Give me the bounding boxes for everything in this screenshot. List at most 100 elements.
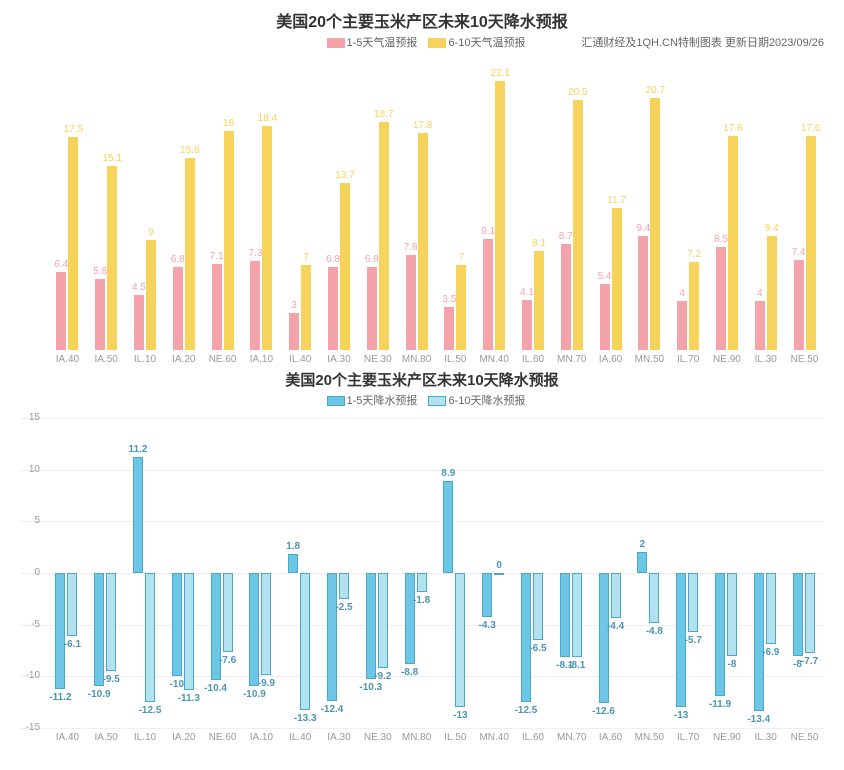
bar-value-label: 15.8	[180, 145, 199, 156]
bar-value-label: 15.1	[102, 153, 121, 164]
x-axis-label: IL.60	[514, 350, 553, 365]
precip-bar-1-5: 2	[637, 552, 647, 573]
temp-bar-1-5: 4	[677, 301, 687, 350]
bar-value-label: 18.7	[374, 109, 393, 120]
gridline	[20, 728, 824, 729]
bar-value-label: 17.8	[413, 120, 432, 131]
bar-group: -10-11.3	[164, 418, 203, 728]
x-axis-label: IL.30	[746, 350, 785, 365]
temp-bar-6-10: 8.1	[534, 251, 544, 350]
bar-value-label: -12.6	[592, 706, 615, 717]
bar-value-label: 7.3	[248, 248, 262, 259]
bar-value-label: -6.9	[762, 647, 779, 658]
bar-group: 8.720.5	[552, 70, 591, 350]
legend-label-2: 6-10天气温预报	[448, 37, 525, 49]
x-axis-label: MN.40	[475, 728, 514, 743]
page: 美国20个主要玉米产区未来10天降水预报 汇通财经及1QH.CN特制图表 更新日…	[0, 0, 844, 770]
precip-bar-6-10: -5.7	[688, 573, 698, 632]
precip-bar-6-10: -9.9	[261, 573, 271, 675]
bar-group: 9.420.7	[630, 70, 669, 350]
y-tick-label: 0	[15, 567, 40, 578]
bar-value-label: -13.3	[294, 713, 317, 724]
bar-group: 7.417.6	[785, 70, 824, 350]
bar-value-label: 7	[459, 252, 465, 263]
temp-bar-6-10: 7	[456, 265, 466, 350]
precip-bar-1-5: -10.9	[249, 573, 259, 686]
precip-bar-6-10: -7.7	[805, 573, 815, 653]
precip-bar-6-10: -8.1	[572, 573, 582, 657]
bar-value-label: -9.9	[258, 678, 275, 689]
bar-value-label: -10.9	[88, 689, 111, 700]
chart1-subtitle: 汇通财经及1QH.CN特制图表 更新日期2023/09/26	[581, 34, 824, 50]
temp-bar-6-10: 18.4	[262, 126, 272, 350]
bar-value-label: -4.3	[479, 620, 496, 631]
bar-value-label: 9.1	[481, 226, 495, 237]
legend-swatch-2	[428, 38, 446, 48]
x-axis-label: MN.50	[630, 350, 669, 365]
bar-value-label: -8.1	[568, 660, 585, 671]
bar-group: -13 -5.7	[669, 418, 708, 728]
x-axis-label: NE.90	[708, 728, 747, 743]
chart2-title: 美国20个主要玉米产区未来10天降水预报	[0, 369, 844, 390]
bar-value-label: 18	[223, 118, 234, 129]
precip-bar-1-5: -8.8	[405, 573, 415, 664]
bar-value-label: -1.8	[413, 595, 430, 606]
bar-value-label: -13	[674, 710, 688, 721]
x-axis-label: IL.10	[126, 350, 165, 365]
y-tick-label: 10	[15, 464, 40, 475]
bar-value-label: 2	[640, 539, 646, 550]
bar-group: 5.411.7	[591, 70, 630, 350]
legend-swatch-3	[327, 396, 345, 406]
chart1-plot: 6.417.55.815.14.596.815.87.1187.318.4376…	[20, 70, 824, 350]
x-axis-label: MN.70	[552, 350, 591, 365]
bar-group: -12.4-2.5	[320, 418, 359, 728]
chart2-plot: -15-10-5051015-11.2-6.1-10.9-9.511.2-12.…	[20, 418, 824, 728]
temp-bar-1-5: 6.8	[367, 267, 377, 350]
legend-label-3: 1-5天降水预报	[347, 395, 418, 407]
temp-bar-6-10: 15.1	[107, 166, 117, 350]
bar-value-label: 3.5	[442, 294, 456, 305]
bar-group: -10.9 -9.5	[87, 418, 126, 728]
bar-value-label: 4.1	[520, 287, 534, 298]
bar-value-label: -11.9	[709, 699, 731, 710]
x-axis-label: IA.20	[164, 728, 203, 743]
y-tick-label: -5	[15, 619, 40, 630]
bar-value-label: -10.3	[359, 682, 382, 693]
x-axis-label: MN.80	[397, 728, 436, 743]
x-axis-label: IL.50	[436, 350, 475, 365]
temp-bar-6-10: 17.6	[806, 136, 816, 350]
precip-bar-1-5: -11.2	[55, 573, 65, 689]
bar-group: -8.8-1.8	[397, 418, 436, 728]
temp-bar-1-5: 7.3	[250, 261, 260, 350]
bar-group: 8.517.6	[708, 70, 747, 350]
bar-value-label: 5.8	[93, 266, 107, 277]
precip-bar-6-10: -4.4	[611, 573, 621, 618]
precip-bar-1-5: 8.9	[443, 481, 453, 573]
precip-bar-1-5: 11.2	[133, 457, 143, 573]
temp-bar-1-5: 6.8	[328, 267, 338, 350]
bar-value-label: 7.4	[792, 247, 806, 258]
bar-value-label: -6.5	[529, 643, 546, 654]
x-axis-label: NE.90	[708, 350, 747, 365]
precip-bar-6-10: -13.3	[300, 573, 310, 710]
bar-value-label: -13.4	[747, 714, 770, 725]
temp-bar-6-10: 9	[146, 240, 156, 350]
bar-group: -11.9-8	[708, 418, 747, 728]
bar-value-label: 8.7	[559, 231, 573, 242]
precip-bar-1-5: -12.5	[521, 573, 531, 702]
precip-bar-6-10: -9.5	[106, 573, 116, 671]
bar-value-label: -10.4	[204, 683, 227, 694]
bar-value-label: 7.8	[404, 242, 418, 253]
bar-group: -12.5-6.5	[514, 418, 553, 728]
bar-value-label: 5.4	[598, 271, 612, 282]
temp-bar-6-10: 18.7	[379, 122, 389, 350]
temp-bar-6-10: 13.7	[340, 183, 350, 350]
bar-value-label: 7.1	[210, 251, 224, 262]
temp-bar-1-5: 9.4	[638, 236, 648, 350]
legend-label-4: 6-10天降水预报	[448, 395, 525, 407]
temp-bar-1-5: 8.5	[716, 247, 726, 350]
bar-group: 5.815.1	[87, 70, 126, 350]
bar-value-label: 6.8	[365, 254, 379, 265]
bar-value-label: 9	[148, 227, 154, 238]
precip-bar-6-10: 0	[494, 573, 504, 575]
